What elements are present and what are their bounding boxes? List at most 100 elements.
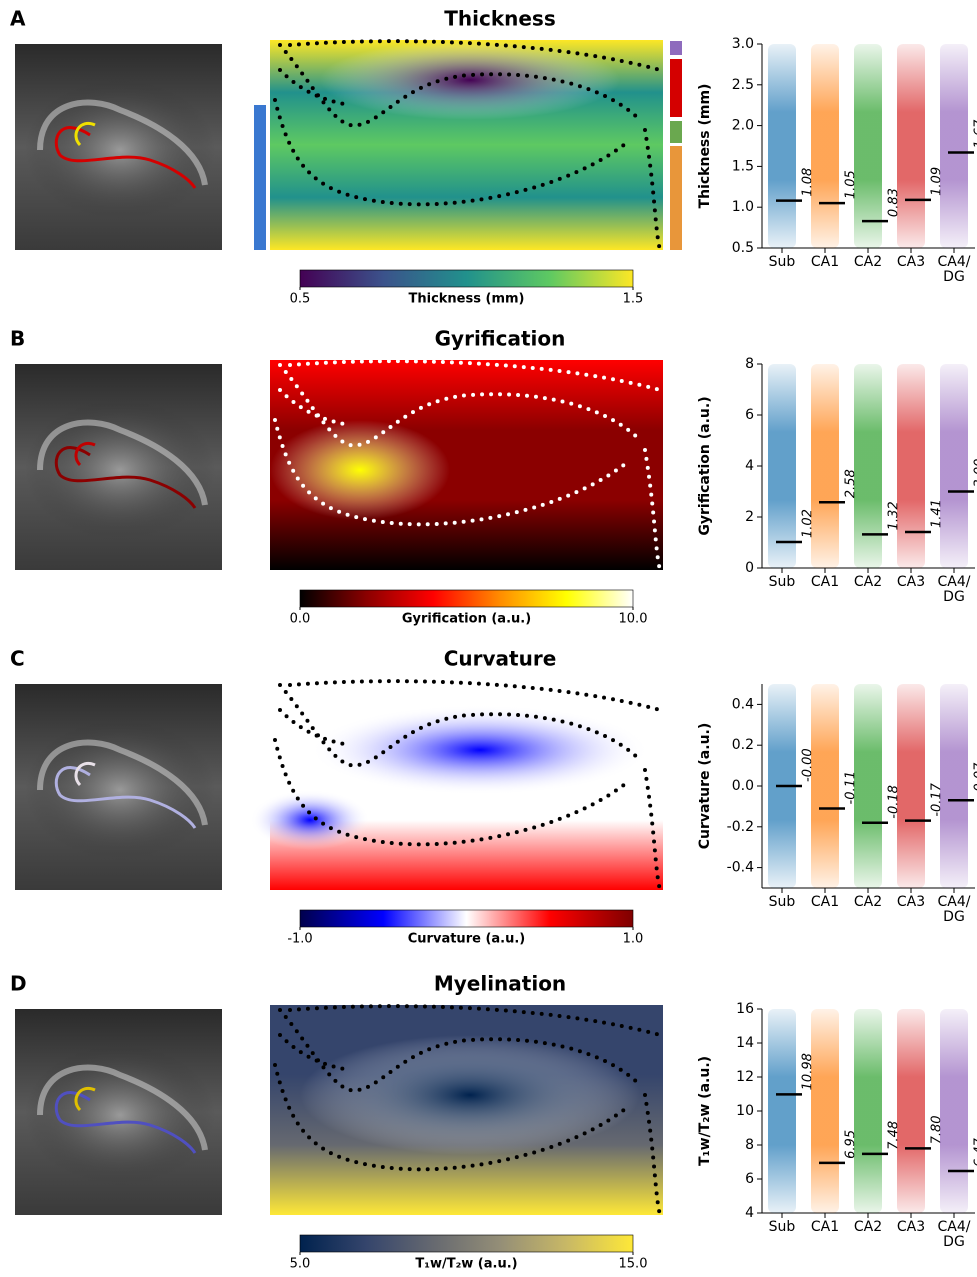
y-tick-label: 1.0 [732,199,754,215]
mean-label: 3.00 [973,459,977,488]
region-boundary [273,1063,632,1172]
mean-label: -0.07 [973,762,977,796]
subfield-bar [670,121,682,143]
panel-label: A [10,7,26,31]
panel-label: B [10,327,25,351]
colorbar [299,269,634,288]
y-tick-label: 6 [745,407,754,423]
point-cloud [854,684,882,888]
x-tick-label: CA3 [896,1219,926,1235]
x-tick-label: CA3 [896,574,926,590]
x-tick-label: Sub [768,574,796,590]
colorbar [299,1234,634,1253]
x-tick-label: CA4/ DG [937,894,971,925]
x-tick-label: CA1 [810,1219,840,1235]
y-tick-label: -0.2 [727,819,754,835]
region-boundary [278,68,352,107]
region-boundary [288,679,662,712]
y-axis-label: Thickness (mm) [697,84,713,209]
panel-label: C [10,647,25,671]
panel-title: Thickness [444,7,556,31]
y-tick-label: 0 [745,560,754,576]
x-tick-label: CA1 [810,254,840,270]
mean-label: 1.67 [973,119,977,149]
mri-curve-inner [74,1086,96,1112]
mri-tissue [25,80,215,220]
point-cloud [940,1009,968,1213]
point-cloud [897,1009,925,1213]
mri-tissue [25,720,215,860]
mri-curve [54,1091,197,1154]
x-tick-label: CA2 [853,254,883,270]
point-cloud [854,364,882,568]
y-tick-label: 8 [745,356,754,372]
point-cloud [897,364,925,568]
heatmap-blob [250,790,370,850]
point-cloud [811,44,839,248]
y-tick-label: 12 [736,1069,754,1085]
mri-curve-inner [74,441,96,467]
colorbar-tick-label: 0.0 [290,612,311,627]
point-cloud [811,364,839,568]
mri-outline [37,1064,208,1151]
colorbar-tick-label: 15.0 [619,1257,648,1272]
region-boundary [278,683,642,768]
y-axis-label: Curvature (a.u.) [697,723,713,850]
point-cloud [897,44,925,248]
colorbar [299,909,634,928]
x-tick-label: CA4/ DG [937,254,971,285]
x-tick-label: CA2 [853,1219,883,1235]
panel-label: D [10,972,27,996]
mri-outline [37,419,208,506]
point-cloud [854,44,882,248]
y-tick-label: 2.5 [732,77,754,93]
x-tick-label: CA3 [896,254,926,270]
point-cloud [811,684,839,888]
colorbar-label: Curvature (a.u.) [408,932,525,947]
x-tick-label: CA4/ DG [937,574,971,605]
x-tick-label: CA2 [853,894,883,910]
colorbar-tick-label: 1.5 [623,292,644,307]
subfield-bar [670,59,682,117]
panel-title: Myelination [434,972,566,996]
point-cloud [768,364,796,568]
region-boundary [278,388,352,427]
region-boundary [278,43,642,128]
y-tick-label: -0.4 [727,860,754,876]
colorbar-tick-label: 1.0 [623,932,644,947]
region-boundary [278,708,352,747]
x-tick-label: CA1 [810,574,840,590]
region-boundary [273,418,632,527]
y-tick-label: 0.2 [732,737,754,753]
y-tick-label: 2 [745,509,754,525]
y-tick-label: 14 [736,1035,754,1051]
mri-curve [54,446,197,509]
mri-curve-inner [74,121,96,147]
colorbar [299,589,634,608]
y-tick-label: 4 [745,458,754,474]
y-tick-label: 1.5 [732,158,754,174]
region-boundary [288,359,662,392]
colorbar-tick-label: 0.5 [290,292,311,307]
mri-tissue [25,1045,215,1185]
mri-tissue [25,400,215,540]
x-tick-label: Sub [768,1219,796,1235]
region-boundary [273,738,632,847]
point-cloud [768,44,796,248]
heatmap-blob [300,1035,640,1155]
y-tick-label: 0.5 [732,240,754,256]
heatmap-blob [310,705,650,795]
region-boundary [643,1093,662,1217]
region-boundary [278,1033,352,1072]
colorbar-label: Gyrification (a.u.) [402,612,531,627]
point-cloud [854,1009,882,1213]
colorbar-label: Thickness (mm) [409,292,525,307]
point-cloud [940,364,968,568]
point-cloud [940,44,968,248]
point-cloud [897,684,925,888]
y-tick-label: 3.0 [732,36,754,52]
region-boundary [273,98,632,207]
heatmap-hotspot [270,420,450,520]
